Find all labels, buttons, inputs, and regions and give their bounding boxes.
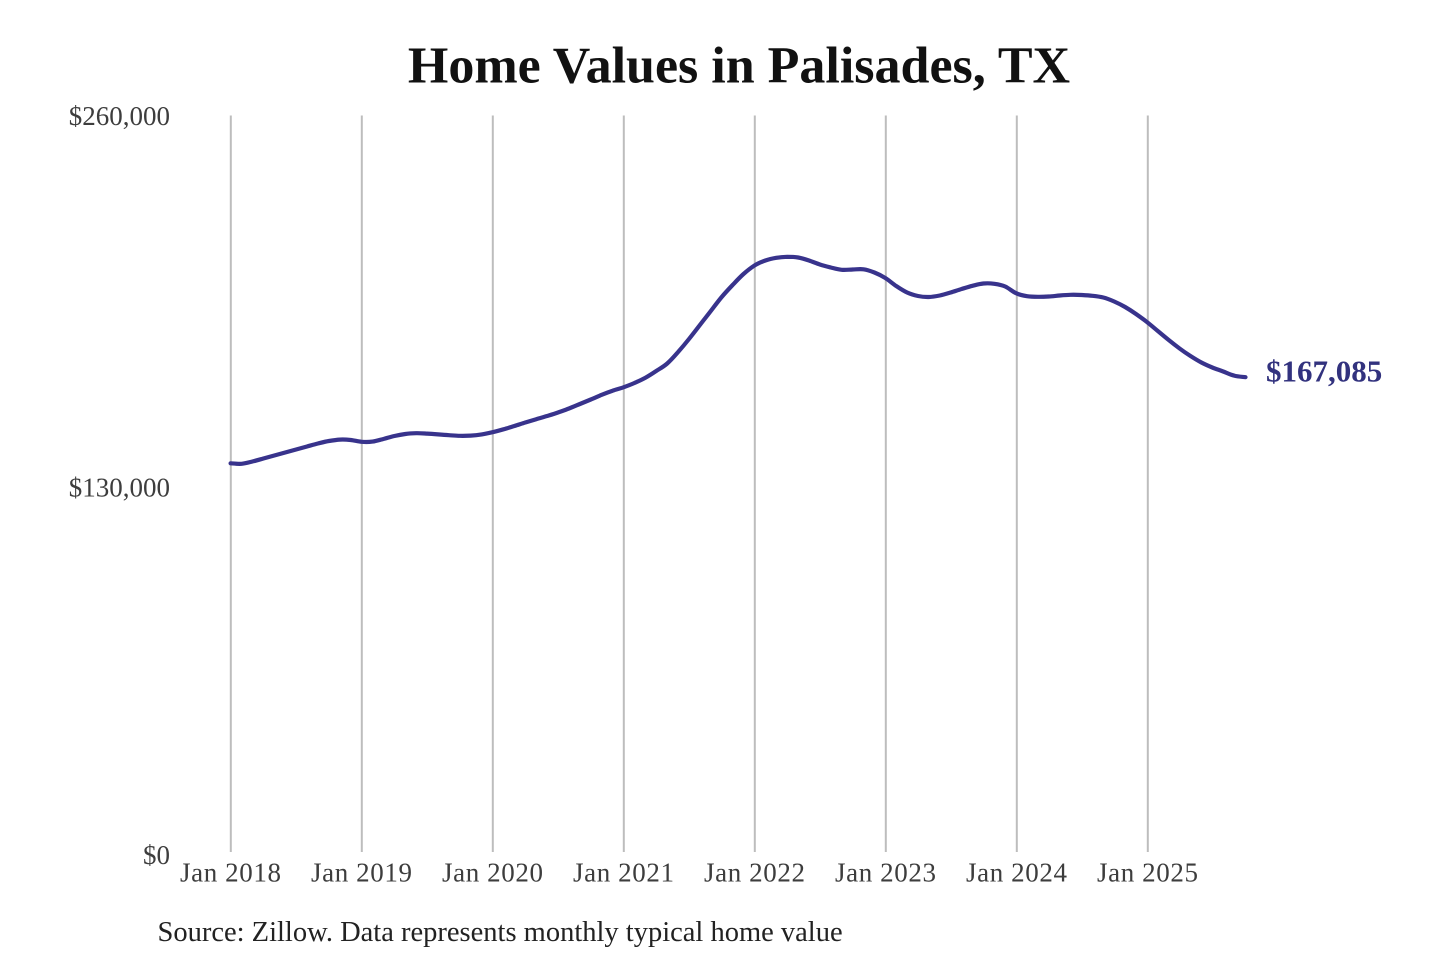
svg-text:Jan 2025: Jan 2025 [1097, 858, 1199, 888]
svg-text:Jan 2023: Jan 2023 [835, 858, 937, 888]
svg-text:Source: Zillow. Data represent: Source: Zillow. Data represents monthly … [158, 917, 843, 948]
svg-text:$260,000: $260,000 [69, 101, 170, 131]
svg-text:Jan 2024: Jan 2024 [966, 858, 1068, 888]
svg-text:Home Values in Palisades, TX: Home Values in Palisades, TX [408, 38, 1070, 95]
svg-text:$130,000: $130,000 [69, 472, 170, 502]
svg-text:Jan 2018: Jan 2018 [180, 858, 282, 888]
svg-text:$167,085: $167,085 [1266, 353, 1382, 388]
svg-text:Jan 2019: Jan 2019 [311, 858, 413, 888]
svg-text:$0: $0 [143, 840, 170, 870]
svg-text:Jan 2021: Jan 2021 [573, 858, 675, 888]
svg-text:Jan 2022: Jan 2022 [704, 858, 806, 888]
svg-text:Jan 2020: Jan 2020 [442, 858, 544, 888]
